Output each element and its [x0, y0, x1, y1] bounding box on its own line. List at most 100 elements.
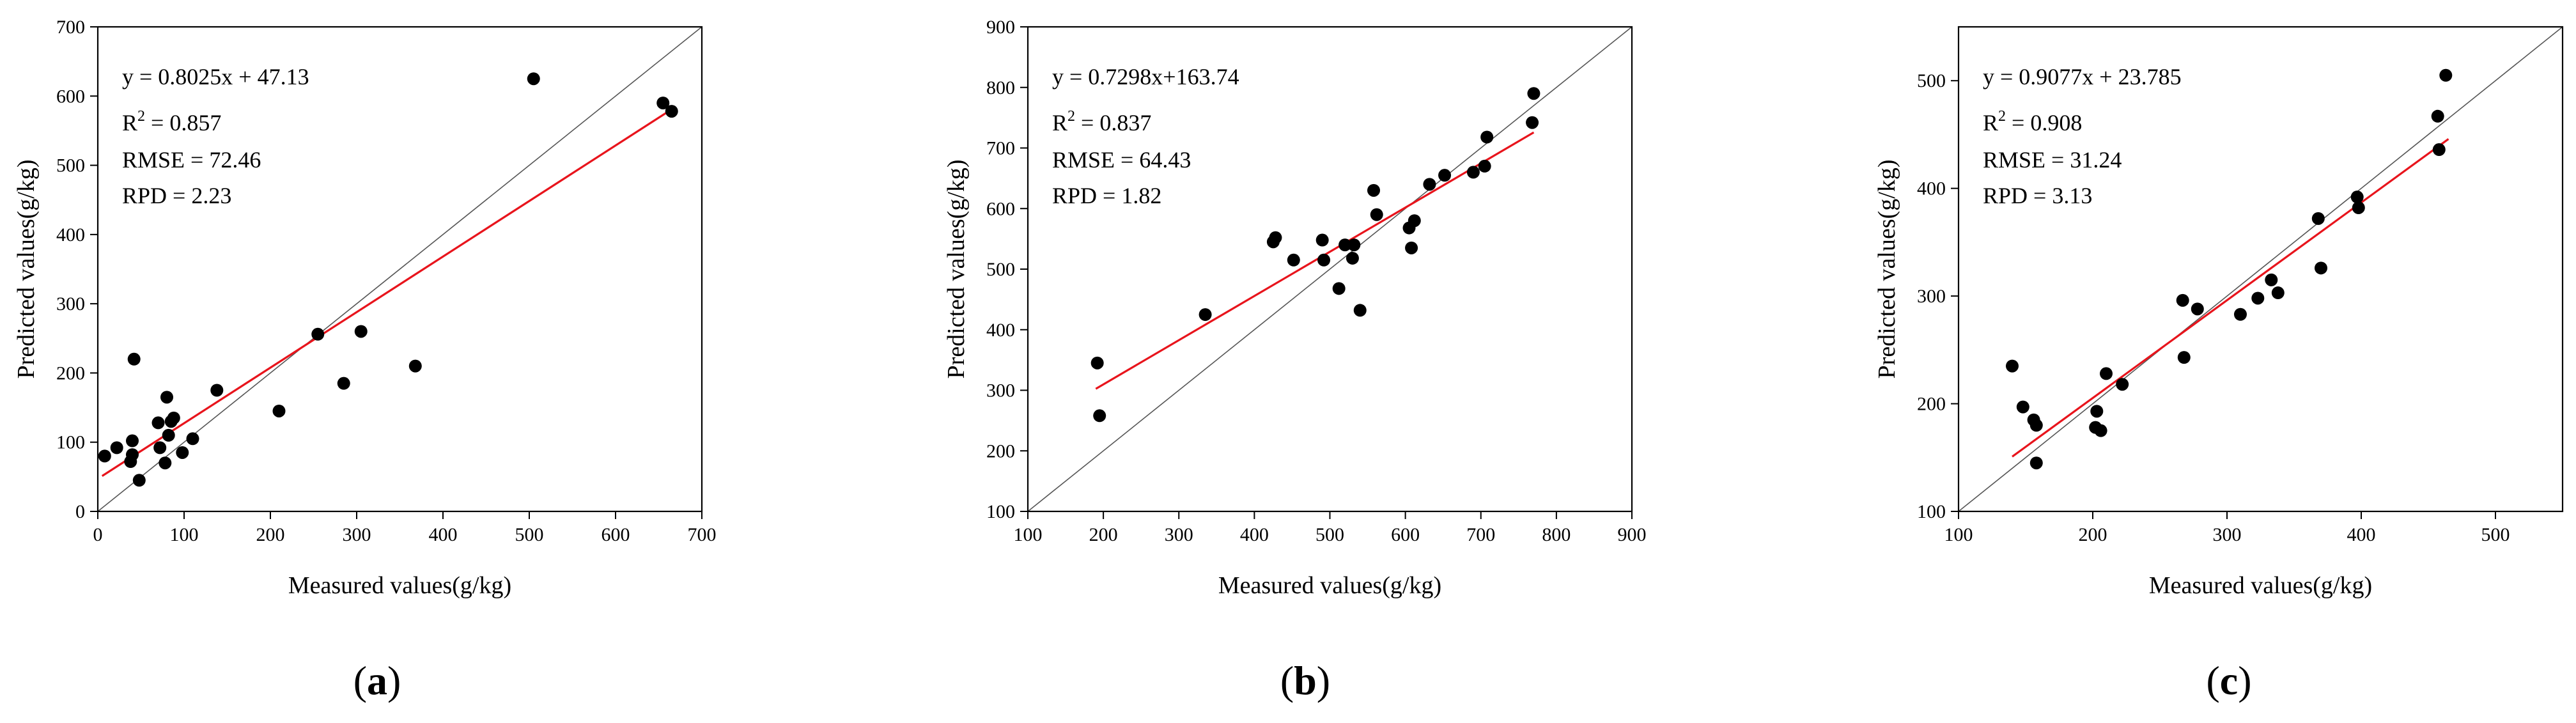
x-tick-label: 100	[1944, 524, 1973, 545]
x-tick-label: 400	[429, 524, 458, 545]
y-tick-label: 200	[1917, 394, 1946, 415]
r2-value: = 0.837	[1075, 110, 1151, 136]
rpd-text: RPD = 2.23	[122, 183, 231, 208]
rpd-text: RPD = 3.13	[1983, 183, 2092, 208]
data-point	[2006, 359, 2019, 373]
chart-panel-a: 0 100 200 300 400 500 600 700 0 100 200 300 400 500 60…	[13, 17, 717, 703]
data-point	[1527, 87, 1540, 100]
data-point	[1367, 183, 1381, 197]
data-point	[1438, 169, 1452, 182]
data-point	[2029, 419, 2043, 432]
data-point	[1338, 238, 1352, 252]
equation-text: y = 0.7298x+163.74	[1052, 64, 1239, 89]
data-point	[2271, 286, 2285, 300]
r2-text: R2 = 0.908	[1983, 108, 2082, 136]
data-point	[1346, 251, 1359, 265]
data-point	[354, 325, 368, 338]
panel-label: (c)	[2206, 658, 2251, 703]
x-tick-label: 500	[1315, 524, 1344, 545]
regression-line	[101, 107, 675, 477]
r2-text: R2 = 0.857	[122, 108, 221, 136]
r2-value: = 0.857	[145, 110, 221, 136]
data-point	[2176, 293, 2189, 307]
data-point	[1353, 304, 1367, 317]
regression-line	[1095, 131, 1535, 390]
y-tick-label: 300	[56, 293, 85, 315]
r2-superscript: 2	[1067, 108, 1075, 125]
rpd-text: RPD = 1.82	[1052, 183, 1161, 208]
x-tick-label: 600	[1391, 524, 1420, 545]
data-point	[337, 377, 350, 390]
data-point	[1526, 116, 1539, 129]
data-point	[2350, 190, 2364, 204]
data-point	[1093, 409, 1106, 423]
data-point	[210, 384, 224, 397]
data-point	[2016, 400, 2029, 414]
r2-prefix: R	[1983, 110, 1998, 136]
data-point	[2100, 367, 2113, 380]
y-tick-label: 100	[986, 501, 1015, 522]
panel-label-open: (	[2206, 658, 2219, 703]
r2-superscript: 2	[137, 108, 145, 125]
y-tick-label: 100	[1917, 501, 1946, 522]
data-point	[2251, 292, 2265, 305]
plot-frame	[97, 26, 703, 513]
r2-prefix: R	[122, 110, 137, 136]
chart-panel-c: 100 200 300 400 500 100 200 300 400 500 Measured v…	[1874, 26, 2564, 703]
data-point	[1090, 356, 1104, 369]
equation-text: y = 0.8025x + 47.13	[122, 64, 309, 89]
data-point	[1480, 130, 1494, 144]
data-point	[2094, 424, 2107, 437]
x-tick-label: 700	[1466, 524, 1495, 545]
x-tick-label: 400	[1240, 524, 1269, 545]
panel-label: (a)	[353, 658, 401, 703]
data-point	[2311, 212, 2325, 225]
data-point	[1370, 208, 1383, 221]
x-tick-label: 0	[93, 524, 103, 545]
x-tick-label: 600	[601, 524, 630, 545]
data-point	[2315, 261, 2327, 275]
panel-label-letter: b	[1294, 658, 1317, 703]
y-tick-label: 700	[56, 17, 85, 38]
panel-label-close: )	[2238, 658, 2251, 703]
data-point	[311, 327, 325, 341]
data-point	[2439, 68, 2453, 82]
data-point	[162, 428, 175, 442]
data-point	[2352, 201, 2365, 214]
x-axis-label: Measured values(g/kg)	[2149, 572, 2372, 599]
data-point	[2234, 307, 2247, 321]
x-tick-label: 200	[1089, 524, 1118, 545]
x-tick-label: 100	[170, 524, 199, 545]
r2-text: R2 = 0.837	[1052, 108, 1151, 136]
data-point	[151, 416, 165, 430]
data-point	[1315, 233, 1329, 247]
panel-label-open: (	[1280, 658, 1294, 703]
x-tick-label: 200	[2079, 524, 2107, 545]
x-axis-label: Measured values(g/kg)	[288, 572, 511, 599]
x-tick-label: 100	[1014, 524, 1043, 545]
data-point	[2432, 143, 2446, 157]
y-tick-label: 400	[56, 224, 85, 245]
data-point	[1347, 238, 1361, 252]
panel-label-open: (	[353, 658, 367, 703]
rmse-text: RMSE = 31.24	[1983, 147, 2122, 173]
data-point	[126, 448, 139, 462]
y-tick-label: 900	[986, 17, 1015, 38]
r2-value: = 0.908	[2006, 110, 2082, 136]
y-tick-label: 500	[56, 155, 85, 176]
y-tick-label: 200	[56, 362, 85, 384]
x-tick-label: 400	[2347, 524, 2376, 545]
data-point	[132, 474, 146, 487]
identity-line	[1959, 27, 2563, 511]
x-tick-label: 200	[256, 524, 285, 545]
data-point	[186, 432, 199, 446]
data-point	[160, 391, 173, 404]
x-tick-label: 300	[1165, 524, 1193, 545]
x-tick-label: 700	[688, 524, 717, 545]
data-point	[1478, 159, 1491, 173]
data-point	[2191, 302, 2204, 316]
y-tick-label: 100	[56, 432, 85, 453]
data-point	[272, 404, 286, 417]
r2-prefix: R	[1052, 110, 1067, 136]
